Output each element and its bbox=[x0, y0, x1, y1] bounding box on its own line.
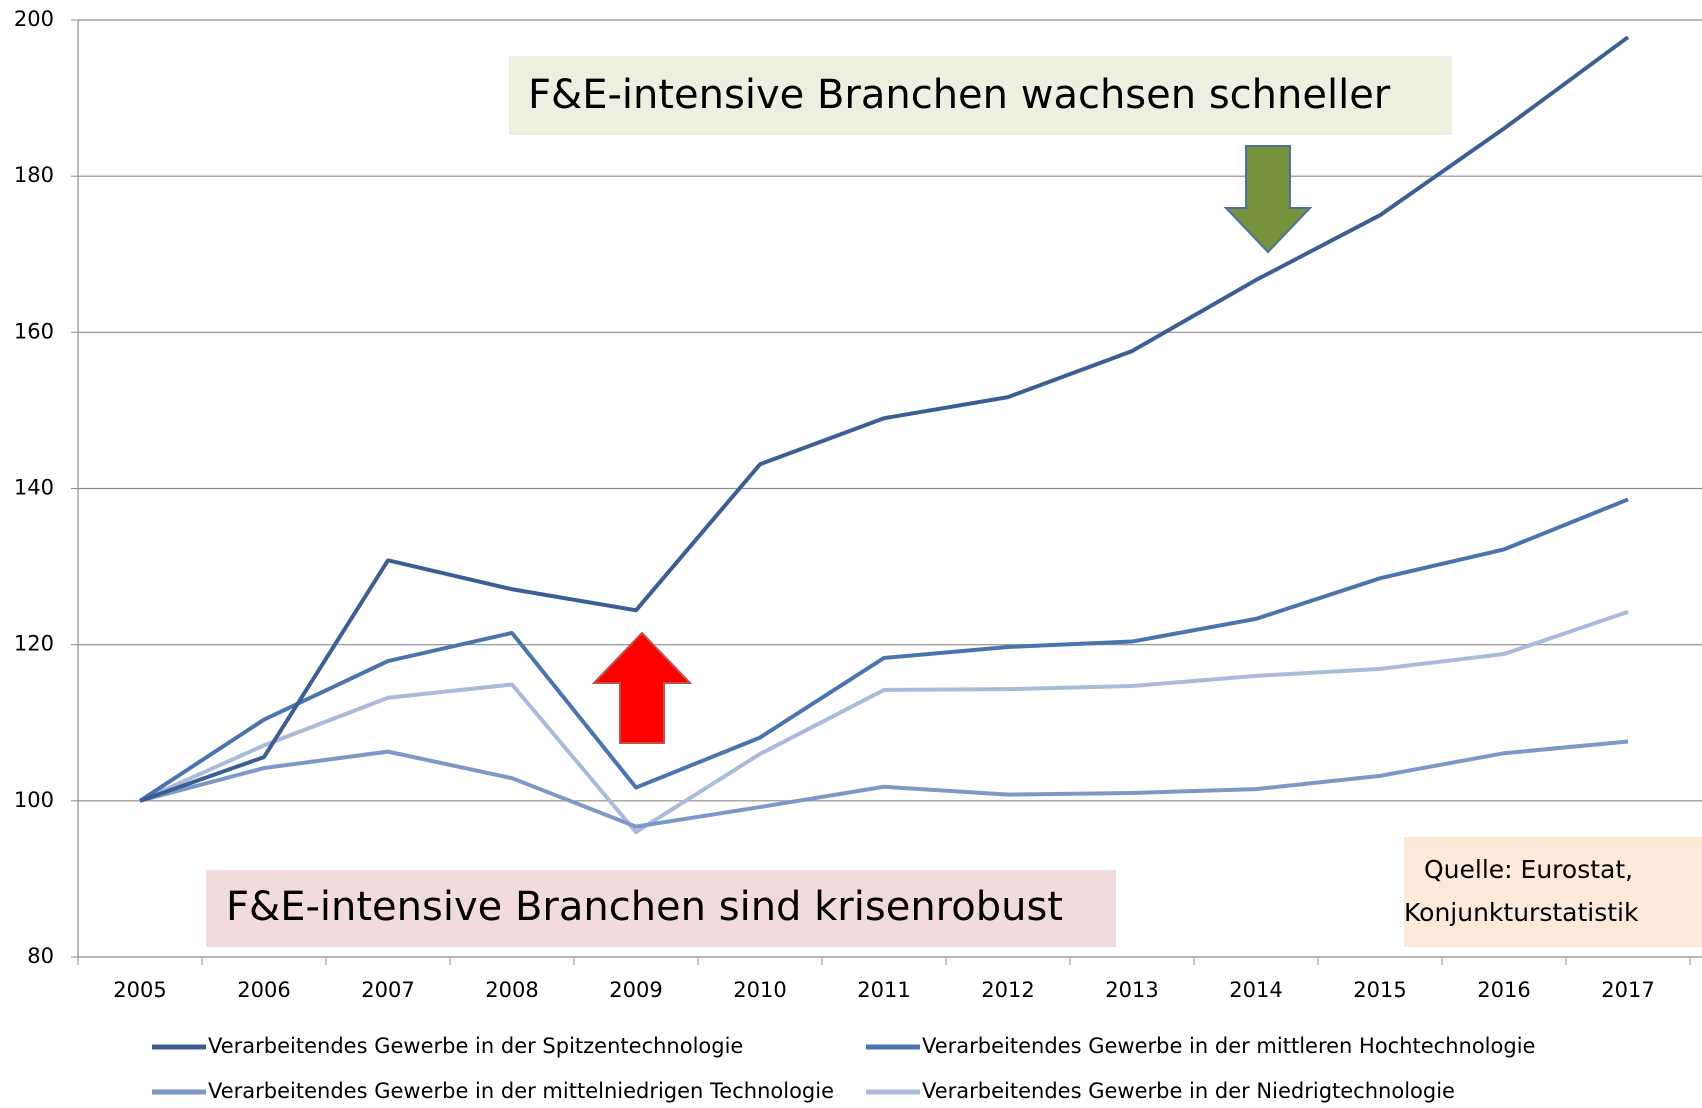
source: Konjunkturstatistik bbox=[1404, 898, 1639, 927]
y-tick-label: 140 bbox=[14, 476, 54, 500]
series-line bbox=[138, 497, 1629, 803]
y-tick-label: 100 bbox=[14, 788, 54, 812]
x-tick-label: 2007 bbox=[361, 978, 414, 1002]
legend-label: Verarbeitendes Gewerbe in der Spitzentec… bbox=[208, 1034, 743, 1058]
y-tick-label: 180 bbox=[14, 163, 54, 187]
series-line bbox=[139, 609, 1629, 835]
x-tick-label: 2010 bbox=[733, 978, 786, 1002]
legend-label: Verarbeitendes Gewerbe in der Niedrigtec… bbox=[922, 1079, 1455, 1103]
annotation: F&E-intensive Branchen sind krisenrobust bbox=[226, 884, 1063, 930]
annotation-box bbox=[509, 56, 1452, 135]
x-tick-label: 2013 bbox=[1105, 978, 1158, 1002]
x-tick-label: 2008 bbox=[485, 978, 538, 1002]
legend-label: Verarbeitendes Gewerbe in der mittelnied… bbox=[208, 1079, 834, 1103]
source: Quelle: Eurostat, bbox=[1424, 855, 1633, 884]
series-line bbox=[139, 739, 1629, 829]
y-tick-label: 160 bbox=[14, 319, 54, 343]
grid bbox=[71, 19, 1702, 965]
source-box bbox=[1404, 837, 1702, 947]
y-tick-label: 120 bbox=[14, 632, 54, 656]
x-tick-label: 2005 bbox=[113, 978, 166, 1002]
x-tick-label: 2015 bbox=[1353, 978, 1406, 1002]
series-line bbox=[139, 35, 1630, 803]
x-tick-label: 2009 bbox=[609, 978, 662, 1002]
x-tick-label: 2017 bbox=[1601, 978, 1654, 1002]
arrow-up bbox=[591, 631, 693, 744]
x-tick-label: 2012 bbox=[981, 978, 1034, 1002]
annotation: F&E-intensive Branchen wachsen schneller bbox=[528, 72, 1391, 118]
x-tick-label: 2011 bbox=[857, 978, 910, 1002]
x-tick-label: 2006 bbox=[237, 978, 290, 1002]
y-tick-label: 80 bbox=[27, 944, 54, 968]
legend-label: Verarbeitendes Gewerbe in der mittleren … bbox=[922, 1034, 1535, 1058]
annotation-box bbox=[206, 870, 1116, 947]
x-tick-label: 2014 bbox=[1229, 978, 1282, 1002]
y-tick-label: 200 bbox=[14, 7, 54, 31]
arrow-down bbox=[1223, 145, 1313, 254]
x-tick-label: 2016 bbox=[1477, 978, 1530, 1002]
